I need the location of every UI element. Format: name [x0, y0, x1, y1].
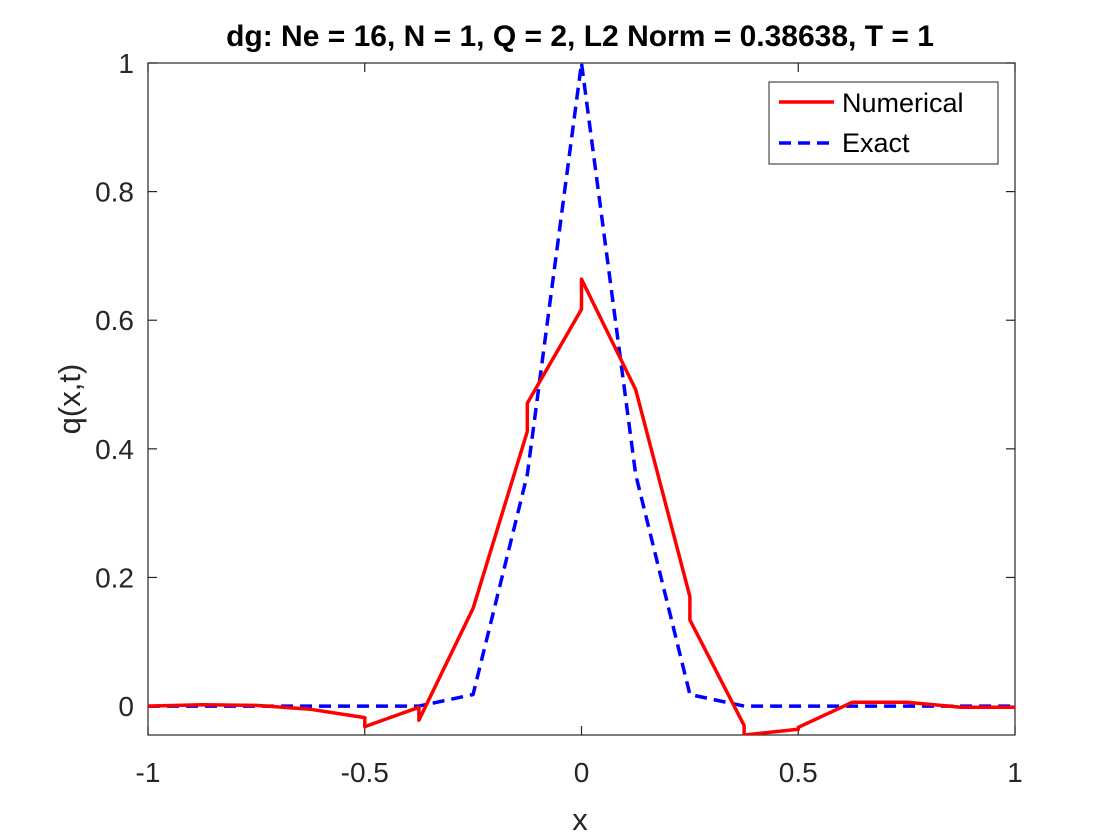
plot-area [147, 62, 1016, 736]
legend-label-exact: Exact [842, 128, 910, 158]
series-layer [148, 63, 1015, 735]
y-tick-label: 0.6 [95, 305, 134, 336]
legend-label-numerical: Numerical [842, 88, 964, 118]
x-tick-label: 1 [1007, 757, 1023, 788]
x-tick-label: 0 [574, 757, 590, 788]
y-tick-label: 1 [118, 48, 134, 79]
y-axis-label: q(x,t) [52, 364, 87, 435]
x-tick-label: -0.5 [341, 757, 389, 788]
series-line-numerical [148, 277, 1015, 735]
chart-title: dg: Ne = 16, N = 1, Q = 2, L2 Norm = 0.3… [226, 20, 934, 53]
series-line-exact [148, 63, 1015, 708]
y-tick-label: 0.2 [95, 562, 134, 593]
y-tick-label: 0.4 [95, 434, 134, 465]
x-axis-label: x [572, 802, 588, 837]
x-tick-label: -1 [136, 757, 161, 788]
y-tick-label: 0.8 [95, 177, 134, 208]
legend: Numerical Exact [768, 81, 999, 165]
x-tick-label: 0.5 [779, 757, 818, 788]
legend-box [768, 81, 999, 165]
y-tick-label: 0 [118, 691, 134, 722]
tick-labels: -1 -0.5 0 0.5 1 0 0.2 0.4 0.6 0.8 1 [95, 48, 1023, 788]
